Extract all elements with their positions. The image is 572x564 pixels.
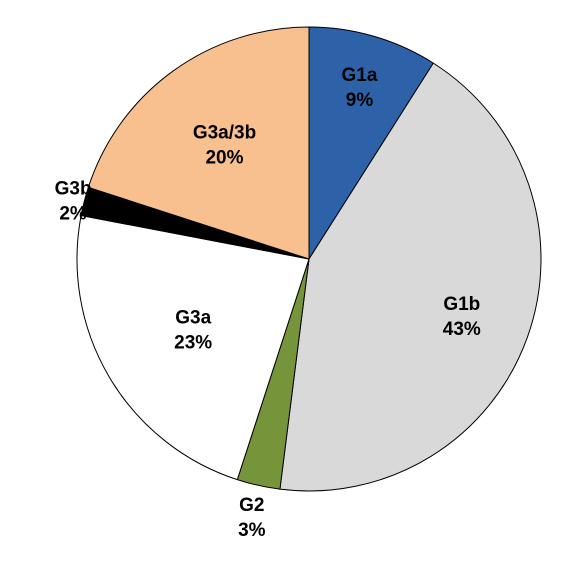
- pie-category-label: G3b: [55, 178, 92, 199]
- pie-percent-label: 20%: [205, 148, 243, 169]
- pie-labels: G1a 9%G1b 43%G2 3%G3a 23%G3b 2%G3a/3b 20%: [55, 65, 481, 541]
- pie-category-label: G3a/3b: [193, 123, 256, 144]
- pie-slice-g3a-3b: [87, 26, 310, 260]
- pie-percent-label: 23%: [174, 333, 212, 354]
- pie-label-g3a: G3a 23%: [174, 308, 212, 354]
- pie-slices: [76, 26, 542, 492]
- pie-label-g1b: G1b 43%: [443, 294, 481, 340]
- pie-label-g3b: G3b 2%: [55, 178, 92, 224]
- pie-slice-g3a: [76, 215, 310, 481]
- pie-label-g1a: G1a 9%: [342, 65, 378, 111]
- pie-percent-label: 43%: [443, 319, 481, 340]
- pie-percent-label: 2%: [59, 203, 87, 224]
- pie-label-g3a-3b: G3a/3b 20%: [193, 123, 256, 169]
- pie-percent-label: 9%: [346, 90, 374, 111]
- pie-category-label: G2: [239, 495, 264, 516]
- pie-category-label: G3a: [175, 308, 211, 329]
- pie-slice-g1b: [279, 62, 542, 492]
- pie-percent-label: 3%: [238, 520, 266, 541]
- pie-category-label: G1b: [443, 294, 480, 315]
- pie-category-label: G1a: [342, 65, 378, 86]
- pie-slice-g1a: [308, 26, 434, 260]
- pie-label-g2: G2 3%: [238, 495, 266, 541]
